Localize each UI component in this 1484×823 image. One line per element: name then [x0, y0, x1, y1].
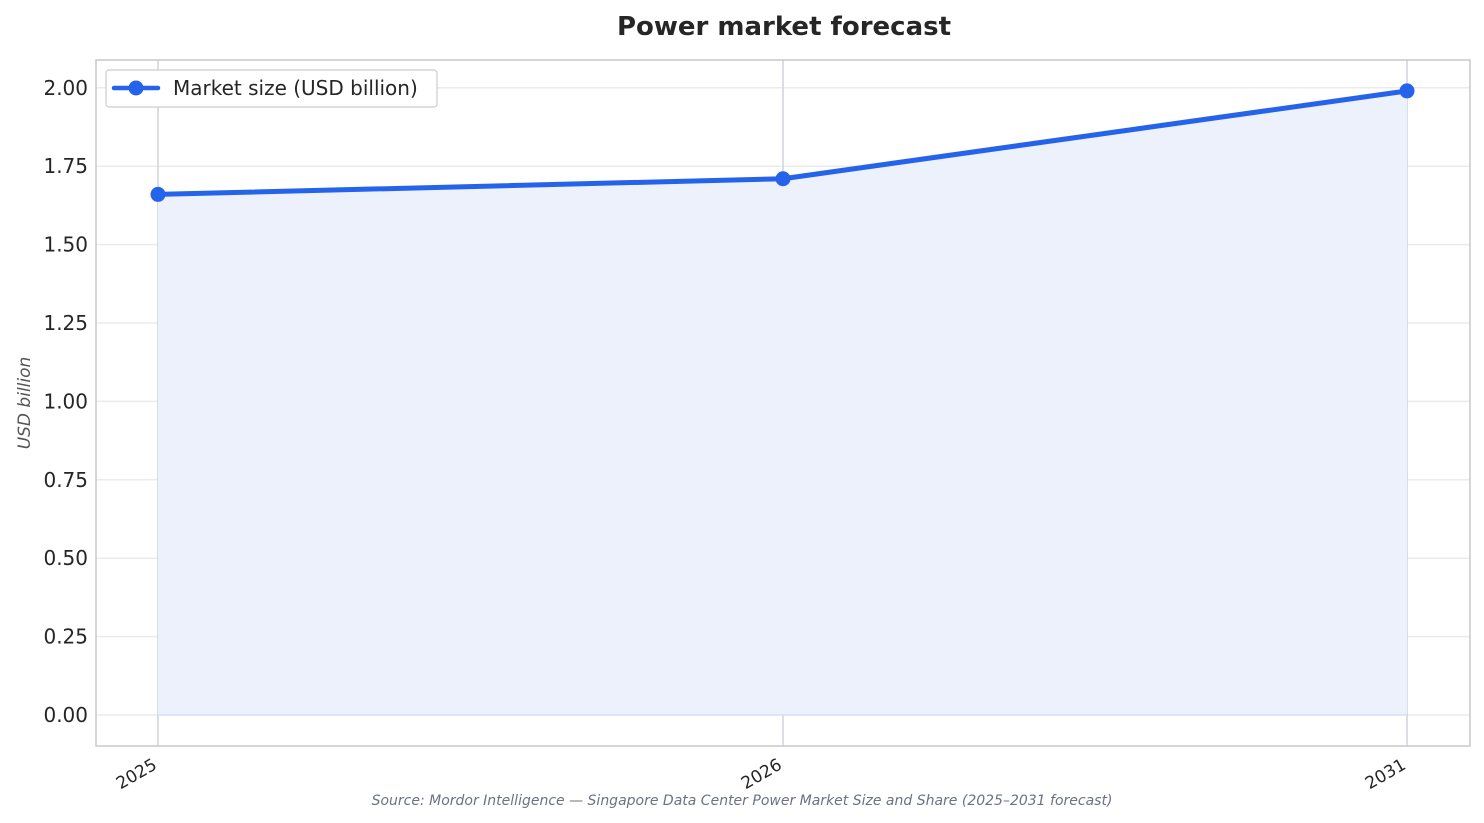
y-tick-label: 1.25	[43, 311, 88, 335]
y-tick-label: 1.00	[43, 389, 88, 413]
legend-label: Market size (USD billion)	[173, 76, 418, 100]
y-axis-ticks: 0.00 0.25 0.50 0.75 1.00 1.25 1.50 1.75 2.00	[43, 76, 88, 727]
data-point	[775, 171, 791, 187]
area-fill	[158, 90, 1407, 716]
y-tick-label: 0.25	[43, 625, 88, 649]
y-tick-label: 0.00	[43, 703, 88, 727]
x-tick-label: 2026	[738, 755, 785, 794]
chart-title: Power market forecast	[617, 12, 951, 42]
plot-frame	[95, 59, 1471, 747]
x-axis-ticks: 2025 2026 2031	[113, 755, 1409, 794]
y-axis-label: USD billion	[15, 357, 35, 450]
data-point	[150, 186, 166, 202]
legend: Market size (USD billion)	[105, 69, 438, 108]
y-tick-label: 2.00	[43, 76, 88, 100]
series-layer	[150, 83, 1415, 202]
x-tick-label: 2031	[1362, 755, 1409, 794]
y-tick-label: 0.75	[43, 468, 88, 492]
y-tick-label: 0.50	[43, 546, 88, 570]
y-tick-label: 1.50	[43, 233, 88, 257]
y-tick-label: 1.75	[43, 154, 88, 178]
x-tick-label: 2025	[113, 755, 160, 794]
legend-box	[105, 69, 438, 108]
data-point	[1399, 83, 1415, 99]
source-note: Source: Mordor Intelligence — Singapore …	[372, 793, 1113, 809]
series-area-fill	[158, 90, 1407, 716]
legend-marker-swatch	[128, 80, 144, 96]
